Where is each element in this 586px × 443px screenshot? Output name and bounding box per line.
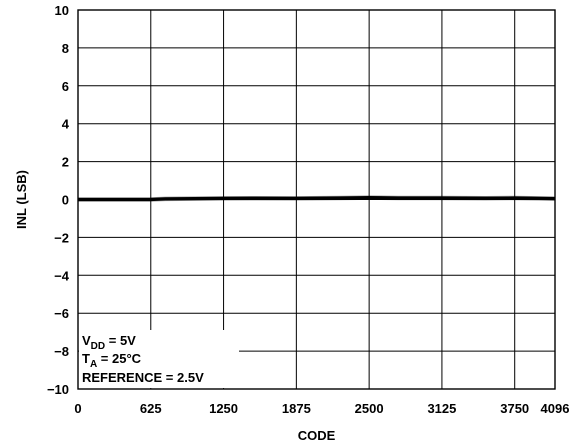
- x-tick-label: 1875: [282, 401, 311, 416]
- x-tick-label: 625: [140, 401, 162, 416]
- condition-reference: REFERENCE = 2.5V: [82, 370, 204, 385]
- conditions-box: [79, 330, 239, 388]
- y-axis-title: INL (LSB): [14, 170, 29, 229]
- x-tick-label: 3125: [427, 401, 456, 416]
- condition-vdd: VDD = 5V: [82, 333, 136, 352]
- inl-series-line: [78, 195, 556, 202]
- x-tick-label: 2500: [355, 401, 384, 416]
- y-tick-label: 8: [62, 41, 69, 56]
- x-tick-label: 4096: [541, 401, 570, 416]
- series-layer: [78, 195, 556, 202]
- y-tick-label: 4: [62, 117, 70, 132]
- y-tick-label: −4: [54, 268, 70, 283]
- x-tick-labels: 0 625 1250 1875 2500 3125 3750 4096: [74, 401, 569, 416]
- y-tick-label: −10: [47, 382, 69, 397]
- y-tick-label: 2: [62, 155, 69, 170]
- inl-series-noise: [78, 195, 556, 202]
- x-tick-label: 0: [74, 401, 81, 416]
- y-tick-labels: 10 8 6 4 2 0 −2 −4 −6 −8 −10: [47, 3, 70, 397]
- x-tick-label: 1250: [209, 401, 238, 416]
- x-tick-label: 3750: [500, 401, 529, 416]
- y-tick-label: 6: [62, 79, 69, 94]
- y-tick-label: 0: [62, 193, 69, 208]
- x-axis-title: CODE: [298, 428, 336, 443]
- y-tick-label: −2: [54, 230, 69, 245]
- condition-ta: TA = 25°C: [82, 351, 142, 370]
- y-tick-label: 10: [55, 3, 69, 18]
- y-tick-label: −6: [54, 306, 69, 321]
- y-tick-label: −8: [54, 344, 69, 359]
